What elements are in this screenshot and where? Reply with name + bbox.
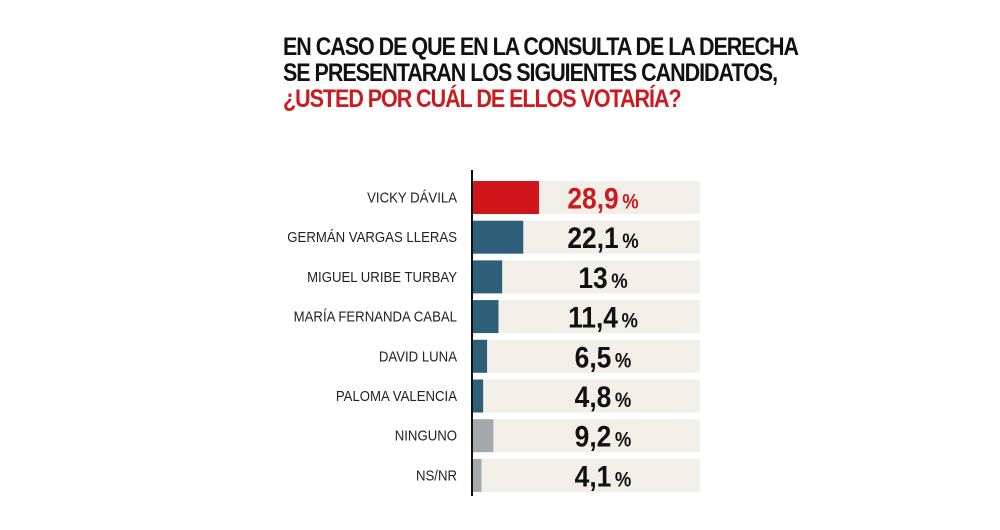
bar	[472, 300, 499, 334]
category-label: NS/NR	[416, 467, 457, 484]
bar-track	[472, 300, 700, 334]
value-label: 28,9%	[567, 181, 639, 215]
value-label: 22,1%	[567, 221, 639, 255]
bar	[472, 339, 488, 373]
bar	[472, 260, 503, 294]
category-label: GERMÁN VARGAS LLERAS	[287, 228, 457, 245]
category-label: NINGUNO	[395, 427, 457, 444]
bar-track	[472, 379, 700, 413]
bar-track	[472, 458, 700, 492]
value-label: 4,8%	[575, 379, 632, 413]
title-question: ¿USTED POR CUÁL DE ELLOS VOTARÍA?	[283, 85, 682, 113]
bar	[472, 419, 494, 453]
chart-title: EN CASO DE QUE EN LA CONSULTA DE LA DERE…	[283, 33, 799, 113]
bar-track	[472, 260, 700, 294]
category-label: MARÍA FERNANDA CABAL	[294, 308, 457, 325]
bar	[472, 220, 524, 254]
bar	[472, 181, 540, 214]
bar	[472, 379, 484, 413]
title-line-2: SE PRESENTARAN LOS SIGUIENTES CANDIDATOS…	[283, 59, 778, 87]
bar	[472, 458, 482, 492]
value-label: 6,5%	[575, 340, 632, 374]
value-label: 13%	[578, 260, 628, 294]
bar-track	[472, 419, 700, 453]
category-label: VICKY DÁVILA	[367, 189, 457, 206]
bar-track	[472, 339, 700, 373]
value-label: 4,1%	[575, 459, 632, 493]
category-label: DAVID LUNA	[379, 347, 458, 364]
value-label: 11,4%	[568, 300, 638, 334]
value-label: 9,2%	[575, 419, 632, 453]
category-label: PALOMA VALENCIA	[336, 387, 458, 404]
category-label: MIGUEL URIBE TURBAY	[307, 268, 457, 285]
title-line-1: EN CASO DE QUE EN LA CONSULTA DE LA DERE…	[283, 33, 799, 61]
